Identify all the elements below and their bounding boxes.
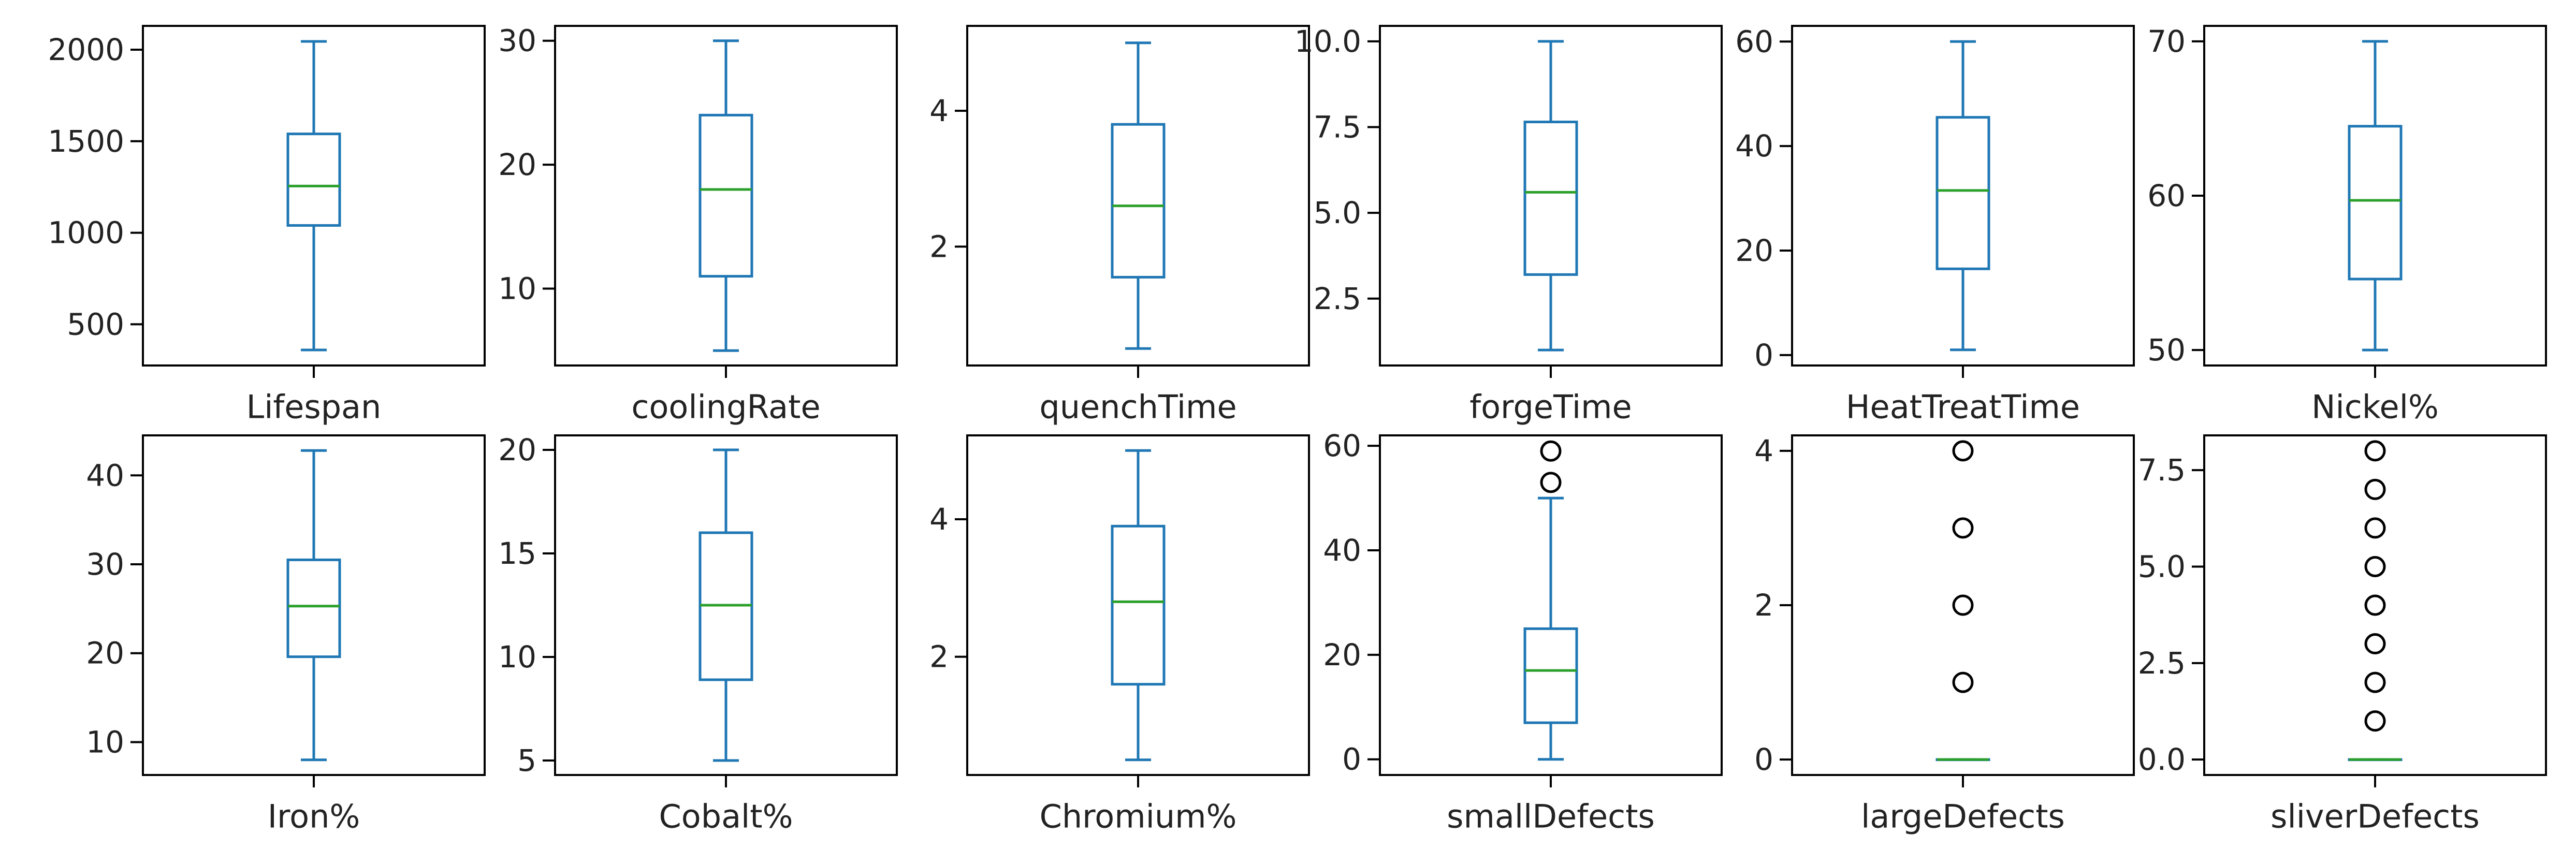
y-tick-label: 4	[1754, 433, 1773, 469]
y-tick-label: 60	[2147, 178, 2186, 213]
y-tick-label: 0.0	[2138, 742, 2186, 777]
y-tick-label: 4	[929, 93, 949, 128]
boxplot-panel: 0 2 4 largeDefects	[1754, 433, 2135, 836]
outlier-point	[2364, 555, 2386, 577]
outlier-point	[1952, 517, 1974, 539]
axes-frame	[1791, 434, 2135, 776]
y-tick-label: 10.0	[1294, 24, 1361, 59]
y-tick-label: 500	[67, 306, 124, 342]
x-axis-label: Chromium%	[1040, 798, 1237, 836]
x-axis-label: Lifespan	[246, 388, 382, 426]
axes-frame	[2203, 434, 2547, 776]
iqr-box	[698, 113, 753, 278]
boxplot-panel: 50 60 70 Nickel%	[2147, 24, 2547, 426]
boxplot-panel: 10 20 30 40 Iron%	[86, 434, 486, 836]
outlier-point	[1540, 440, 1562, 462]
outlier-point	[2364, 517, 2386, 539]
y-tick-label: 60	[1323, 428, 1361, 463]
outlier-point	[1952, 671, 1974, 693]
iqr-box	[1111, 123, 1166, 279]
y-tick-label: 30	[498, 23, 536, 58]
y-tick-label: 40	[86, 458, 124, 493]
iqr-box	[286, 558, 341, 659]
y-tick-label: 5	[517, 743, 536, 778]
x-axis-label: Cobalt%	[659, 798, 793, 836]
y-tick-label: 10	[498, 271, 536, 306]
iqr-box	[1111, 524, 1166, 686]
outlier-point	[1952, 440, 1974, 462]
iqr-box	[1935, 116, 1990, 270]
boxplot-panel: 500 1000 1500 2000 Lifespan	[48, 25, 486, 426]
outlier-point	[2364, 440, 2386, 462]
y-tick-label: 1000	[48, 215, 124, 251]
y-tick-label: 4	[929, 502, 949, 537]
x-axis-label: Nickel%	[2311, 388, 2439, 426]
iqr-box	[1523, 627, 1578, 724]
boxplot-panel: 2 4 quenchTime	[929, 25, 1310, 426]
y-tick-label: 40	[1735, 128, 1773, 164]
y-tick-label: 50	[2147, 332, 2186, 368]
boxplot-panel: 0.0 2.5 5.0 7.5 sliverDefects	[2138, 434, 2547, 836]
boxplot-panel: 2 4 Chromium%	[929, 434, 1310, 836]
y-tick-label: 5.0	[2138, 549, 2186, 584]
boxplot-panel: 0 20 40 60 smallDefects	[1323, 428, 1723, 836]
y-tick-label: 70	[2147, 24, 2186, 59]
y-tick-label: 2.5	[2138, 646, 2186, 681]
y-tick-label: 7.5	[2138, 452, 2186, 488]
outlier-point	[2364, 633, 2386, 655]
x-axis-label: coolingRate	[631, 388, 820, 426]
y-tick-label: 2	[929, 229, 949, 264]
x-axis-label: Iron%	[268, 798, 360, 836]
outlier-point	[2364, 671, 2386, 693]
outlier-point	[1952, 594, 1974, 616]
y-tick-label: 5.0	[1314, 195, 1361, 230]
y-tick-label: 2	[929, 639, 949, 675]
y-tick-label: 10	[498, 639, 536, 675]
y-tick-label: 20	[1735, 233, 1773, 268]
boxplot-panel: 2.5 5.0 7.5 10.0 forgeTime	[1294, 24, 1723, 426]
outlier-point	[2364, 710, 2386, 732]
y-tick-label: 20	[498, 147, 536, 182]
iqr-box	[286, 133, 341, 227]
iqr-box	[2348, 125, 2403, 281]
x-axis-label: quenchTime	[1039, 388, 1236, 426]
y-tick-label: 20	[1323, 637, 1361, 672]
y-tick-label: 0	[1754, 338, 1773, 373]
x-axis-label: smallDefects	[1447, 798, 1655, 836]
y-tick-label: 15	[498, 536, 536, 571]
y-tick-label: 0	[1342, 742, 1361, 777]
iqr-box	[1523, 121, 1578, 276]
outlier-point	[2364, 594, 2386, 616]
y-tick-label: 30	[86, 547, 124, 582]
outlier-point	[2364, 478, 2386, 500]
boxplot-panel: 5 10 15 20 Cobalt%	[498, 432, 898, 836]
x-axis-label: largeDefects	[1861, 798, 2065, 836]
outlier-point	[1540, 472, 1562, 493]
x-axis-label: HeatTreatTime	[1846, 388, 2080, 426]
x-axis-label: sliverDefects	[2271, 798, 2480, 836]
boxplot-panel: 10 20 30 coolingRate	[498, 23, 898, 426]
y-tick-label: 40	[1323, 533, 1361, 568]
y-tick-label: 20	[86, 636, 124, 671]
y-tick-label: 2000	[48, 32, 124, 67]
y-tick-label: 60	[1735, 24, 1773, 59]
y-tick-label: 2.5	[1314, 281, 1361, 316]
y-tick-label: 20	[498, 432, 536, 467]
y-tick-label: 0	[1754, 742, 1773, 777]
boxplot-panel: 0 20 40 60 HeatTreatTime	[1735, 24, 2135, 426]
x-axis-label: forgeTime	[1469, 388, 1632, 426]
y-tick-label: 1500	[48, 124, 124, 159]
y-tick-label: 7.5	[1314, 109, 1361, 144]
y-tick-label: 2	[1754, 588, 1773, 623]
y-tick-label: 10	[86, 724, 124, 759]
